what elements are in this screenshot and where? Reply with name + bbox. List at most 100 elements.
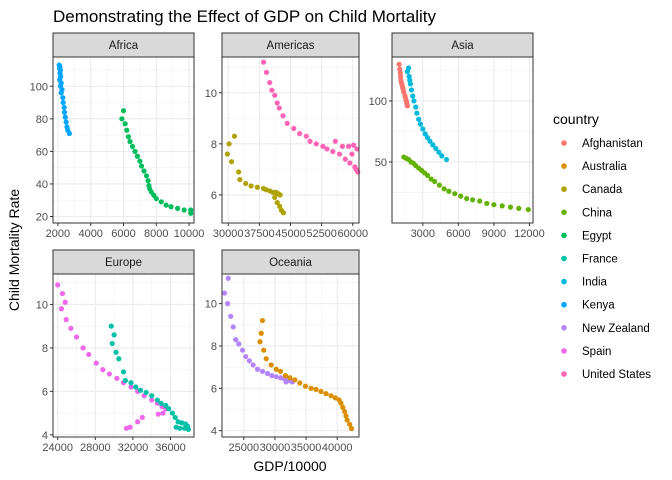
facet-strip-label: Europe [105,257,142,269]
legend-title: country [553,111,599,127]
facet-strip-label: Oceania [269,257,312,269]
data-point-united-states [307,138,313,144]
data-point-new-zealand [236,341,242,347]
data-point-new-zealand [233,337,239,343]
data-point-new-zealand [259,368,266,374]
y-tick-label: 4 [211,426,217,438]
data-point-united-states [263,69,270,75]
data-point-france [172,414,178,421]
data-point-france [111,332,117,338]
x-tick-label: 6000 [111,228,135,240]
data-point-india [420,126,426,132]
legend-label: Kenya [582,300,615,312]
data-point-new-zealand [250,362,256,368]
data-point-united-states [313,141,319,147]
panel-africa: Africa 2000 4000 6000 8000 10000 20 40 60 80 100 [30,32,204,240]
legend-label: Canada [582,184,623,196]
data-point-spain [160,410,166,416]
data-point-china [491,202,497,208]
data-point-australia [287,375,293,381]
data-point-new-zealand [225,301,231,307]
data-point-france [122,377,128,384]
data-point-australia [342,408,348,415]
data-point-canada [248,183,254,189]
data-point-united-states [303,133,309,139]
y-tick-label: 8 [211,341,217,353]
data-point-india [427,138,433,144]
data-point-australia [261,347,267,353]
data-point-china [458,193,464,199]
data-point-egypt [153,195,159,202]
data-point-canada [224,151,230,157]
x-tick-label: 2000 [46,228,70,240]
data-point-egypt [134,153,141,159]
legend-key-india [561,278,567,285]
data-point-spain [128,384,134,390]
data-point-france [166,406,172,412]
facet-strip-label: Americas [267,40,315,52]
y-tick-label: 4 [42,430,48,442]
data-point-australia [348,425,355,432]
chart-title: Demonstrating the Effect of GDP on Child… [53,7,436,26]
x-tick-label: 12000 [514,228,545,240]
data-point-australia [282,373,289,379]
data-point-india [430,142,436,148]
data-point-kenya [61,104,67,111]
data-point-spain [68,325,74,331]
legend-label: Afghanistan [582,138,643,150]
y-tick-label: 6 [211,190,217,202]
data-point-egypt [127,139,133,145]
data-point-spain [114,375,120,381]
data-point-china [452,191,458,197]
data-point-united-states [339,143,345,149]
data-point-france [185,426,191,432]
data-point-china [441,186,447,192]
panel-border [221,273,360,438]
data-point-spain [135,419,141,425]
data-point-united-states [267,79,273,86]
data-point-india [417,121,424,127]
x-tick-label: 36000 [155,442,186,454]
data-point-china [516,205,522,211]
data-point-egypt [129,143,136,150]
data-point-kenya [66,130,72,137]
legend-key-afghanistan [561,140,567,146]
legend-key-new-zealand [561,325,567,331]
data-point-united-states [320,143,326,149]
x-tick-label: 35000 [291,442,322,454]
data-point-new-zealand [254,366,261,372]
data-point-australia [258,330,264,336]
data-point-france [133,384,139,390]
data-point-united-states [291,125,297,132]
y-tick-label: 8 [42,343,48,355]
data-point-united-states [330,148,336,155]
x-tick-label: 8000 [144,228,168,240]
data-point-united-states [336,151,343,157]
data-point-united-states [342,156,348,162]
data-point-china [525,206,531,213]
data-point-canada [274,199,280,206]
data-point-china [484,200,490,207]
data-point-spain [55,282,61,288]
data-point-australia [323,391,329,397]
data-point-canada [280,210,287,216]
panel-europe: Europe 24000 28000 32000 36000 4 6 8 10 [36,249,195,454]
data-point-india [443,156,450,163]
facet-strip [52,32,195,58]
data-point-spain [58,306,65,312]
data-point-afghanistan [404,103,411,109]
data-point-canada [236,169,242,175]
data-point-india [414,110,420,116]
data-point-china [432,178,438,185]
facet-strip-label: Africa [109,40,139,52]
data-point-australia [268,362,274,368]
legend-label: Egypt [582,230,612,242]
legend-label: India [582,277,608,289]
data-point-kenya [62,114,68,120]
y-tick-label: 80 [36,114,48,126]
data-point-united-states [269,87,275,93]
data-point-india [404,69,411,75]
data-point-new-zealand [269,373,275,379]
data-point-india [433,145,439,152]
